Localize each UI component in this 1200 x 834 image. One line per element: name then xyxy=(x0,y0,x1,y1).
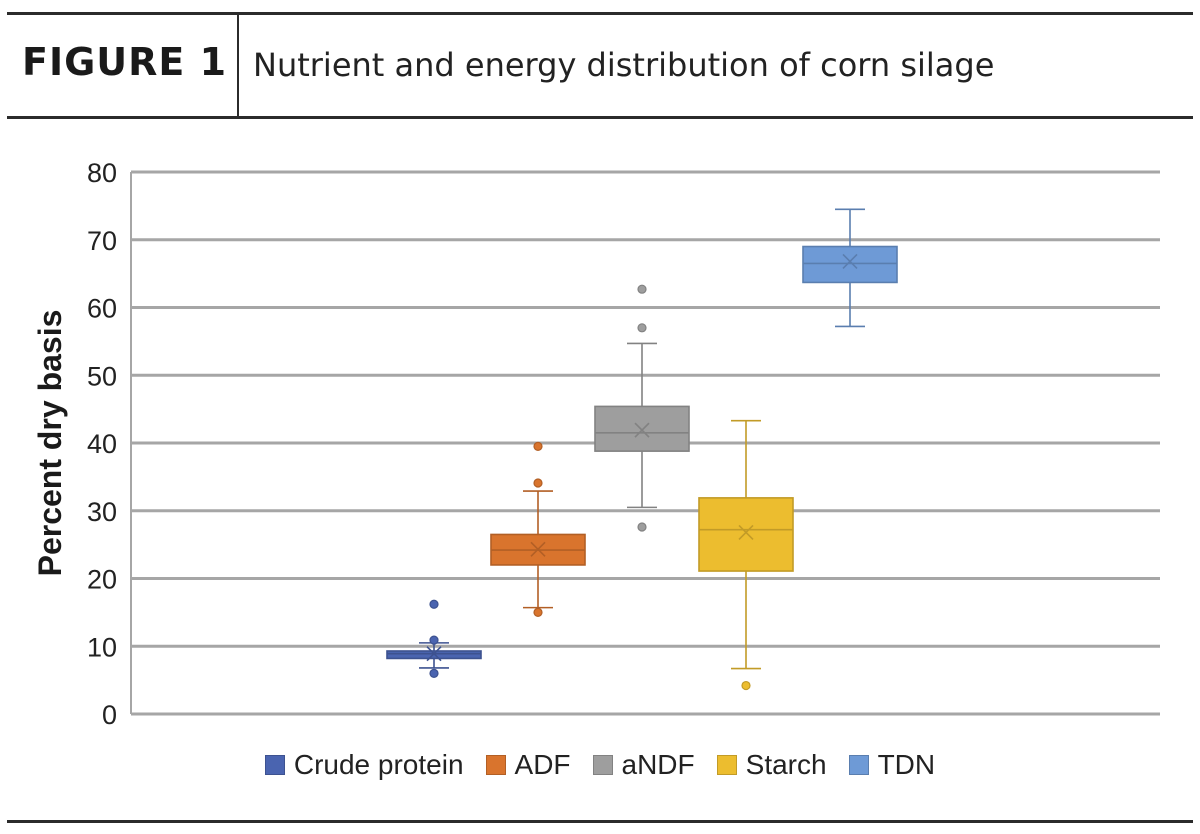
legend-swatch xyxy=(264,755,285,775)
y-tick-label: 80 xyxy=(87,158,117,188)
iqr-box xyxy=(698,497,794,572)
bottom-rule xyxy=(7,820,1193,823)
legend: Crude protein ADF aNDF Starch TDN xyxy=(0,749,1200,781)
legend-label: ADF xyxy=(514,749,571,780)
box-tdn xyxy=(802,208,898,328)
legend-swatch xyxy=(848,755,869,775)
legend-swatch xyxy=(485,755,506,775)
box-series xyxy=(386,208,898,691)
outlier-point xyxy=(637,323,647,333)
legend-item: TDN xyxy=(848,749,936,781)
gridlines xyxy=(130,170,1160,716)
legend-item: Crude protein xyxy=(264,749,464,781)
y-tick-label: 60 xyxy=(87,294,117,324)
box-andf xyxy=(594,284,690,532)
outlier-point xyxy=(741,680,751,691)
y-tick-label: 30 xyxy=(87,497,117,527)
legend-label: Starch xyxy=(745,749,827,780)
y-tick-label: 10 xyxy=(87,632,117,662)
header-rule xyxy=(7,116,1193,119)
legend-label: aNDF xyxy=(621,749,695,780)
legend-label: TDN xyxy=(877,749,936,780)
legend-label: Crude protein xyxy=(293,749,464,780)
outlier-point xyxy=(429,599,439,609)
mean-marker xyxy=(530,541,546,557)
header-divider xyxy=(237,15,239,116)
outlier-point xyxy=(533,607,543,617)
mean-marker xyxy=(426,646,442,662)
y-tick-label: 0 xyxy=(102,700,117,730)
y-tick-label: 50 xyxy=(87,361,117,391)
figure-label: FIGURE 1 xyxy=(22,40,228,84)
mean-marker xyxy=(634,422,650,438)
box-adf xyxy=(490,441,586,617)
box-starch xyxy=(698,419,794,691)
y-tick-labels: 0 10 20 30 40 50 60 70 80 xyxy=(87,158,117,730)
legend-swatch xyxy=(716,755,737,775)
figure-title: Nutrient and energy distribution of corn… xyxy=(253,46,995,84)
iqr-box xyxy=(594,405,690,452)
legend-item: aNDF xyxy=(592,749,695,781)
mean-marker xyxy=(842,253,858,269)
y-tick-label: 20 xyxy=(87,565,117,595)
y-axis-title: Percent dry basis xyxy=(32,310,68,577)
mean-marker xyxy=(738,524,754,540)
outlier-point xyxy=(637,522,647,532)
y-tick-label: 70 xyxy=(87,226,117,256)
iqr-box xyxy=(802,245,898,284)
outlier-point xyxy=(533,478,543,488)
outlier-point xyxy=(429,635,439,645)
legend-item: ADF xyxy=(485,749,571,781)
outlier-point xyxy=(533,441,543,451)
y-tick-label: 40 xyxy=(87,429,117,459)
legend-item: Starch xyxy=(716,749,827,781)
outlier-point xyxy=(429,668,439,678)
outlier-point xyxy=(637,284,647,294)
legend-swatch xyxy=(592,755,613,775)
box-crude-protein xyxy=(386,599,482,678)
top-rule xyxy=(7,12,1193,15)
